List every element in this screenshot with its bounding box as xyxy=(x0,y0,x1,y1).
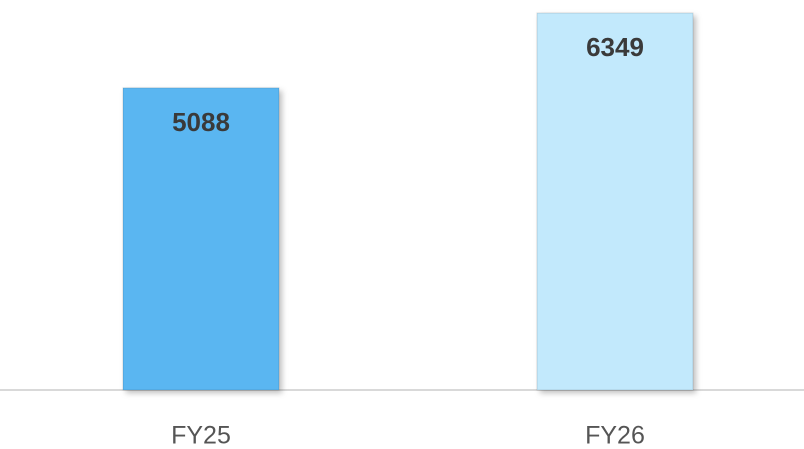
bar xyxy=(536,12,694,391)
value-label: 5088 xyxy=(172,107,230,137)
x-tick-label: FY25 xyxy=(171,422,231,449)
bar xyxy=(122,87,280,391)
value-label: 6349 xyxy=(586,32,644,62)
x-tick-label: FY26 xyxy=(585,422,645,449)
